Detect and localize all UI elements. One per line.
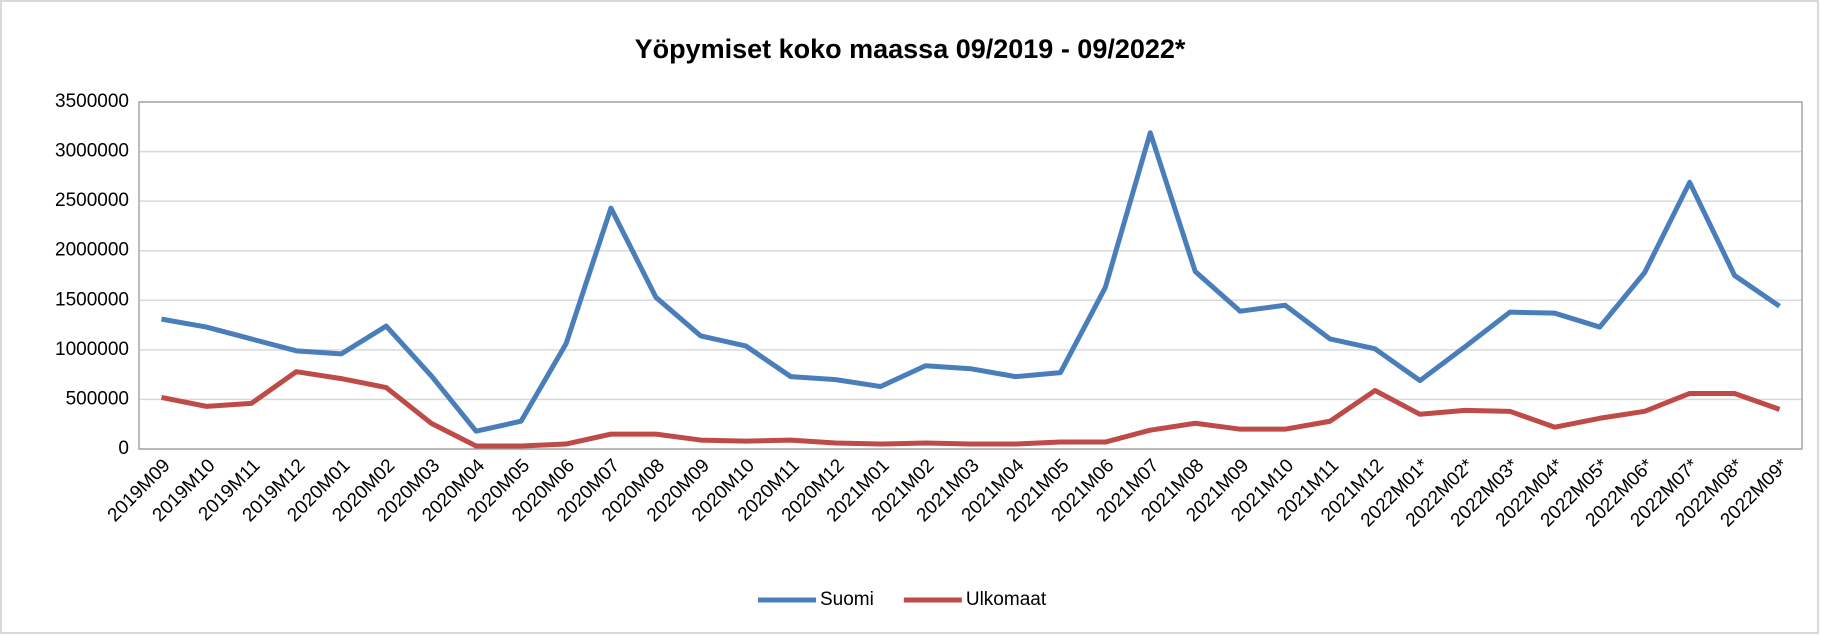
chart-title: Yöpymiset koko maassa 09/2019 - 09/2022*: [635, 34, 1186, 64]
series-line: [160, 369, 1781, 449]
plot-border: [138, 101, 1803, 450]
legend-label: Suomi: [820, 589, 874, 610]
y-tick-label: 2000000: [55, 240, 129, 261]
y-tick-label: 3000000: [55, 141, 129, 162]
legend-label: Ulkomaat: [966, 589, 1047, 610]
y-tick-label: 3500000: [55, 91, 129, 112]
y-tick-label: 1500000: [55, 289, 129, 310]
y-tick-label: 2500000: [55, 190, 129, 211]
y-tick-label: 1000000: [55, 339, 129, 360]
series-line: [161, 130, 1781, 434]
y-tick-label: 0: [118, 438, 129, 459]
y-tick-label: 500000: [66, 388, 129, 409]
